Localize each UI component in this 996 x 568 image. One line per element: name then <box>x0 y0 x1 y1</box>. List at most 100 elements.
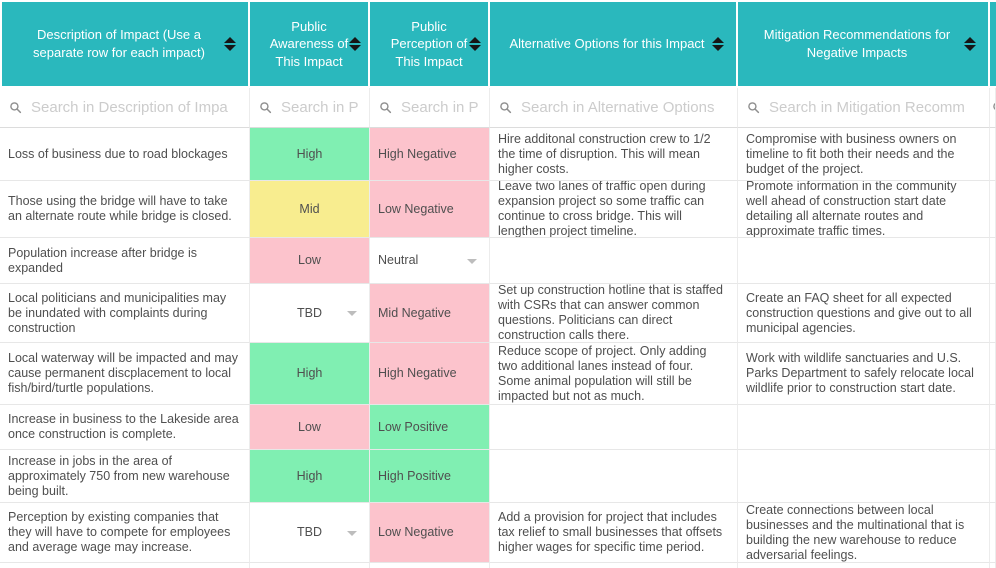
chevron-down-icon[interactable] <box>347 311 357 316</box>
cell-perception[interactable]: High Positive <box>370 450 490 503</box>
table-row: Increase in jobs in the area of approxim… <box>0 450 996 503</box>
awareness-value: High <box>296 146 323 161</box>
description-text: Increase in business to the Lakeside are… <box>8 412 239 441</box>
cell-perception[interactable]: High Negative <box>370 128 490 181</box>
cell-alternative[interactable]: Set up construction hotline that is staf… <box>490 284 738 343</box>
alternative-text: Hire additonal construction crew to 1/2 … <box>498 131 711 176</box>
cell-alternative[interactable] <box>490 405 738 450</box>
col-header-description[interactable]: Description of Impact (Use a separate ro… <box>0 0 250 88</box>
cell-alternative[interactable] <box>490 450 738 503</box>
col-header-alternative[interactable]: Alternative Options for this Impact <box>490 0 738 88</box>
cell-awareness[interactable]: Low <box>250 238 370 284</box>
search-cell-awareness[interactable] <box>250 88 370 128</box>
description-text: Those using the bridge will have to take… <box>8 194 232 223</box>
cell-mitigation[interactable] <box>738 405 990 450</box>
cell-mitigation[interactable]: Work with wildlife sanctuaries and U.S. … <box>738 343 990 405</box>
cell-perception[interactable]: Low Negative <box>370 181 490 238</box>
cell-partial <box>990 238 996 284</box>
alternative-text: Set up construction hotline that is staf… <box>498 284 723 342</box>
perception-value: Low Negative <box>378 201 454 216</box>
cell-description[interactable]: Increase in jobs in the area of approxim… <box>0 450 250 503</box>
search-input-perception[interactable] <box>399 98 483 117</box>
awareness-value: Low <box>298 253 321 267</box>
search-cell-mitigation[interactable] <box>738 88 990 128</box>
col-header-description-label: Description of Impact (Use a separate ro… <box>33 27 205 60</box>
search-row <box>0 88 996 128</box>
sort-icon[interactable] <box>349 37 361 51</box>
awareness-value: TBD <box>297 305 322 320</box>
cell-awareness[interactable]: High <box>250 343 370 405</box>
sort-icon[interactable] <box>469 37 481 51</box>
cell-mitigation[interactable]: Compromise with business owners on timel… <box>738 128 990 181</box>
awareness-value: Low <box>298 419 321 434</box>
cell-description[interactable]: Loss of business due to road blockages <box>0 128 250 181</box>
cell-alternative[interactable]: Add a provision for project that include… <box>490 503 738 563</box>
cell-perception[interactable]: Neutral <box>370 238 490 284</box>
mitigation-text <box>738 259 754 263</box>
cell-description[interactable]: Perception by existing companies that th… <box>0 503 250 563</box>
cell-awareness[interactable]: TBD <box>250 503 370 563</box>
perception-value: High Negative <box>378 366 457 380</box>
search-icon <box>9 101 22 114</box>
perception-value: Neutral <box>378 253 419 267</box>
sort-icon[interactable] <box>712 37 724 51</box>
search-icon <box>259 101 272 114</box>
cell-mitigation[interactable]: Create an FAQ sheet for all expected con… <box>738 284 990 343</box>
cell-perception[interactable]: High Negative <box>370 343 490 405</box>
col-header-mitigation-label: Mitigation Recommendations for Negative … <box>763 27 951 60</box>
cell-alternative[interactable]: Leave two lanes of traffic open during e… <box>490 181 738 238</box>
search-input-alternative[interactable] <box>519 98 731 117</box>
col-header-perception-label: Public Perception of This Impact <box>390 18 468 69</box>
cell-description[interactable]: Local waterway will be impacted and may … <box>0 343 250 405</box>
search-input-mitigation[interactable] <box>767 98 983 117</box>
cell-awareness[interactable]: High <box>250 128 370 181</box>
table-row: Population increase after bridge is expa… <box>0 238 996 284</box>
alternative-text <box>490 474 506 478</box>
cell-description[interactable]: Local politicians and municipalities may… <box>0 284 250 343</box>
col-header-mitigation[interactable]: Mitigation Recommendations for Negative … <box>738 0 990 88</box>
cell-perception[interactable]: Low Positive <box>370 405 490 450</box>
col-header-awareness[interactable]: Public Awareness of This Impact <box>250 0 370 88</box>
cell-description[interactable]: Those using the bridge will have to take… <box>0 181 250 238</box>
cell-awareness[interactable]: High <box>250 450 370 503</box>
chevron-down-icon[interactable] <box>467 258 477 264</box>
cell-alternative <box>490 563 738 568</box>
cell-alternative[interactable] <box>490 238 738 284</box>
col-header-perception[interactable]: Public Perception of This Impact <box>370 0 490 88</box>
awareness-value: TBD <box>297 525 322 539</box>
cell-mitigation[interactable] <box>738 450 990 503</box>
cell-alternative[interactable]: Hire additonal construction crew to 1/2 … <box>490 128 738 181</box>
cell-description[interactable]: Increase in business to the Lakeside are… <box>0 405 250 450</box>
chevron-down-icon[interactable] <box>347 530 357 536</box>
cell-awareness[interactable]: Mid <box>250 181 370 238</box>
cell-description[interactable]: Population increase after bridge is expa… <box>0 238 250 284</box>
table-row: Those using the bridge will have to take… <box>0 181 996 238</box>
search-cell-perception[interactable] <box>370 88 490 128</box>
search-icon <box>499 101 512 114</box>
cell-partial <box>990 128 996 181</box>
cell-perception[interactable]: Low Negative <box>370 503 490 563</box>
mitigation-text <box>738 474 754 478</box>
col-header-alternative-label: Alternative Options for this Impact <box>509 36 705 52</box>
search-cell-description[interactable] <box>0 88 250 128</box>
cell-mitigation[interactable]: Promote information in the community wel… <box>738 181 990 238</box>
sort-icon[interactable] <box>224 37 236 51</box>
awareness-value: High <box>296 366 323 380</box>
perception-value: Low Positive <box>378 419 449 434</box>
cell-alternative[interactable]: Reduce scope of project. Only adding two… <box>490 343 738 405</box>
description-text: Local politicians and municipalities may… <box>8 290 227 335</box>
cell-mitigation[interactable]: Create connections between local busines… <box>738 503 990 563</box>
cell-mitigation[interactable] <box>738 238 990 284</box>
search-cell-alternative[interactable] <box>490 88 738 128</box>
cell-partial <box>990 405 996 450</box>
search-input-awareness[interactable] <box>279 98 363 117</box>
search-input-description[interactable] <box>29 98 243 117</box>
col-header-partial <box>990 0 996 88</box>
cell-awareness[interactable]: TBD <box>250 284 370 343</box>
sort-icon[interactable] <box>964 37 976 51</box>
table-row-partial <box>0 563 996 568</box>
cell-perception[interactable]: Mid Negative <box>370 284 490 343</box>
table-row: Perception by existing companies that th… <box>0 503 996 563</box>
cell-awareness[interactable]: Low <box>250 405 370 450</box>
